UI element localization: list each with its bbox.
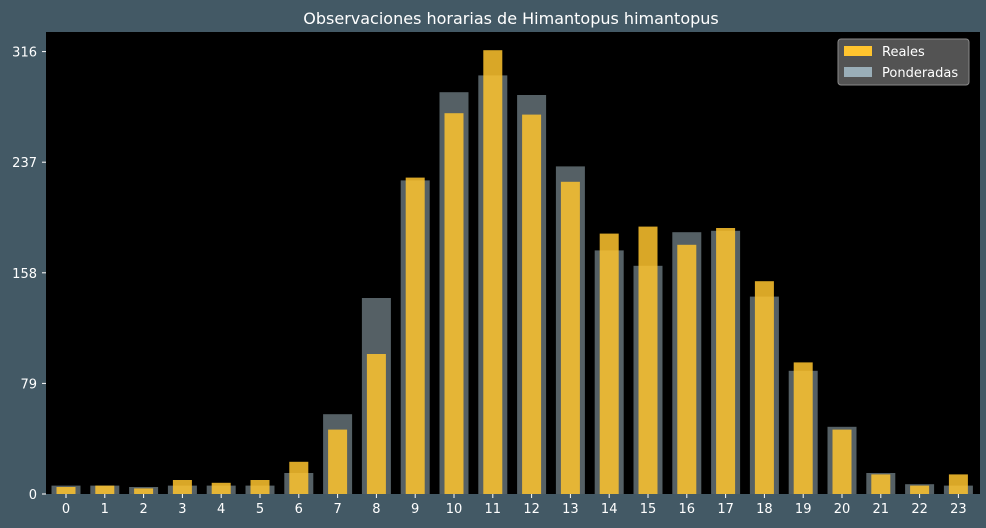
bar-reales-23 bbox=[948, 474, 968, 494]
bar-reales-19 bbox=[793, 362, 813, 494]
bar-reales-12 bbox=[522, 114, 542, 494]
legend-label-reales: Reales bbox=[882, 45, 925, 60]
x-tick-label: 19 bbox=[795, 502, 812, 517]
x-tick-label: 9 bbox=[411, 502, 419, 517]
real-bars bbox=[56, 50, 968, 495]
y-tick-label: 79 bbox=[20, 377, 37, 392]
x-tick-label: 14 bbox=[601, 502, 618, 517]
x-tick-label: 16 bbox=[679, 502, 696, 517]
bar-reales-20 bbox=[832, 429, 852, 494]
x-tick-label: 4 bbox=[217, 502, 225, 517]
y-tick-label: 158 bbox=[12, 267, 37, 282]
x-tick-label: 6 bbox=[295, 502, 303, 517]
bar-reales-10 bbox=[444, 113, 464, 494]
bar-reales-1 bbox=[95, 485, 115, 494]
x-tick-label: 12 bbox=[523, 502, 540, 517]
bar-reales-6 bbox=[289, 461, 309, 494]
bar-reales-18 bbox=[754, 281, 774, 494]
x-tick-label: 20 bbox=[834, 502, 851, 517]
legend-swatch-reales bbox=[844, 46, 872, 56]
x-tick-label: 7 bbox=[333, 502, 341, 517]
y-tick-label: 316 bbox=[12, 46, 37, 61]
legend-swatch-ponderadas bbox=[844, 67, 872, 77]
bar-reales-22 bbox=[910, 485, 930, 494]
x-tick-label: 22 bbox=[911, 502, 928, 517]
x-tick-label: 8 bbox=[372, 502, 380, 517]
x-tick-label: 1 bbox=[101, 502, 109, 517]
bar-reales-11 bbox=[483, 50, 503, 494]
x-tick-label: 3 bbox=[178, 502, 186, 517]
x-tick-label: 13 bbox=[562, 502, 579, 517]
x-tick-label: 21 bbox=[873, 502, 890, 517]
bar-reales-5 bbox=[250, 480, 270, 494]
bar-reales-7 bbox=[328, 429, 348, 494]
bar-reales-14 bbox=[599, 233, 619, 494]
bar-reales-9 bbox=[405, 177, 425, 494]
bar-reales-16 bbox=[677, 244, 697, 494]
x-tick-label: 17 bbox=[717, 502, 734, 517]
x-tick-label: 5 bbox=[256, 502, 264, 517]
x-tick-label: 18 bbox=[756, 502, 773, 517]
axes: 0 1 2 3 4 5 6 7 8 9 10 11 12 13 14 15 16 17 18 19 20 21 22 2307… bbox=[12, 46, 967, 517]
x-tick-label: 2 bbox=[139, 502, 147, 517]
bar-reales-8 bbox=[366, 354, 386, 494]
bar-reales-17 bbox=[716, 228, 736, 494]
bar-reales-13 bbox=[560, 181, 580, 495]
x-tick-label: 15 bbox=[640, 502, 657, 517]
bar-reales-4 bbox=[211, 482, 231, 494]
bar-reales-3 bbox=[172, 480, 192, 494]
legend: Reales Ponderadas bbox=[837, 38, 970, 86]
y-tick-label: 0 bbox=[29, 488, 37, 503]
legend-label-ponderadas: Ponderadas bbox=[882, 66, 958, 81]
bar-reales-2 bbox=[134, 488, 154, 494]
bar-reales-21 bbox=[871, 474, 891, 494]
bar-reales-0 bbox=[56, 487, 76, 494]
y-tick-label: 237 bbox=[12, 156, 37, 171]
plot-area bbox=[46, 32, 980, 494]
x-tick-label: 23 bbox=[950, 502, 967, 517]
x-tick-label: 11 bbox=[485, 502, 502, 517]
chart-title: Observaciones horarias de Himantopus him… bbox=[303, 9, 718, 28]
bar-reales-15 bbox=[638, 226, 658, 494]
x-tick-label: 10 bbox=[446, 502, 463, 517]
x-tick-label: 0 bbox=[62, 502, 70, 517]
